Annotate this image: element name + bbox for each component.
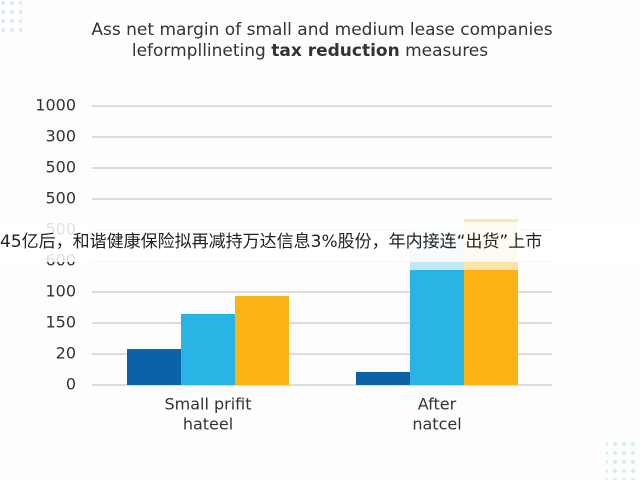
subtitle-part: measures	[400, 41, 489, 61]
y-tick-label: 0	[66, 375, 76, 394]
bar	[356, 371, 410, 385]
x-tick-label: Small prifit	[164, 395, 251, 414]
chart-title: Ass net margin of small and medium lease…	[91, 20, 552, 40]
y-tick-label: 100	[45, 282, 76, 301]
bar	[410, 269, 464, 385]
subtitle-part: leformpllineting	[132, 41, 271, 61]
overlay-text: 45亿后，和谐健康保险拟再减持万达信息3%股份，年内接连“出货”上市	[0, 232, 542, 252]
subtitle-part: tax reduction	[271, 41, 399, 61]
y-tick-label: 20	[56, 344, 76, 363]
x-tick-label: natcel	[412, 415, 461, 434]
chart-subtitle: leformpllineting tax reduction measures	[132, 41, 488, 61]
decor-dots	[0, 0, 22, 34]
decor-dots	[606, 440, 640, 480]
y-tick-label: 1000	[35, 96, 76, 115]
y-tick-label: 150	[45, 313, 76, 332]
bar	[127, 349, 181, 385]
bar	[235, 296, 289, 385]
x-tick-label: hateel	[183, 415, 233, 434]
overlay-band	[0, 222, 640, 262]
bar	[181, 314, 235, 385]
bar	[464, 269, 518, 385]
y-tick-label: 300	[45, 127, 76, 146]
x-tick-label: After	[418, 395, 457, 414]
y-tick-label: 500	[45, 189, 76, 208]
y-tick-label: 500	[45, 158, 76, 177]
